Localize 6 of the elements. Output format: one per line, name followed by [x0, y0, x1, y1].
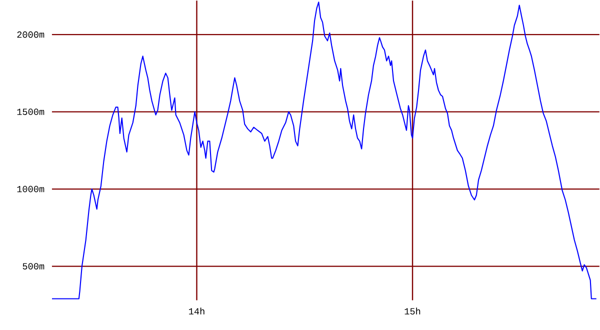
- y-tick-label: 500m: [22, 263, 44, 270]
- y-tick-label: 1000m: [17, 186, 44, 192]
- y-tick-label: 1500m: [17, 108, 44, 115]
- x-tick-label: 15h: [404, 308, 420, 314]
- x-tick-label: 14h: [189, 308, 204, 314]
- y-tick-label: 2000m: [17, 31, 44, 38]
